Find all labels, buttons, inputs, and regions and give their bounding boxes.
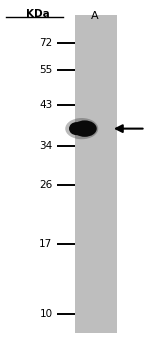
Text: 34: 34 [39,141,52,151]
Bar [75,15,117,333]
Text: A: A [91,11,98,21]
Text: 17: 17 [39,238,52,249]
Text: 43: 43 [39,99,52,110]
Ellipse shape [69,122,84,135]
Ellipse shape [73,120,97,137]
Ellipse shape [65,118,98,139]
Text: 55: 55 [39,65,52,75]
Text: 26: 26 [39,180,52,190]
Text: 10: 10 [39,309,52,319]
Text: KDa: KDa [26,9,50,19]
Text: 72: 72 [39,38,52,48]
